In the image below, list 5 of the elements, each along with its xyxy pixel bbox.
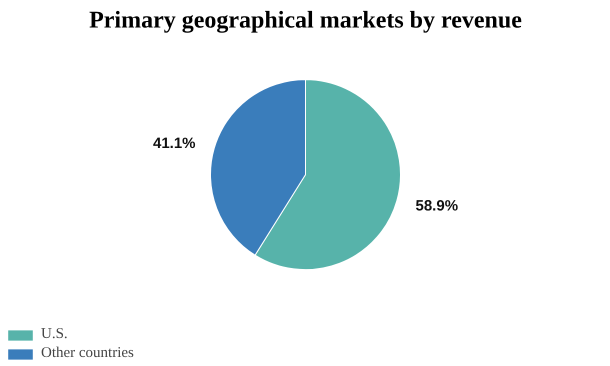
chart-title: Primary geographical markets by revenue [89, 8, 522, 34]
data-label: 58.9% [415, 197, 458, 214]
legend-label: Other countries [41, 345, 134, 362]
data-label: 41.1% [152, 134, 196, 152]
legend-label: U.S. [41, 326, 68, 343]
